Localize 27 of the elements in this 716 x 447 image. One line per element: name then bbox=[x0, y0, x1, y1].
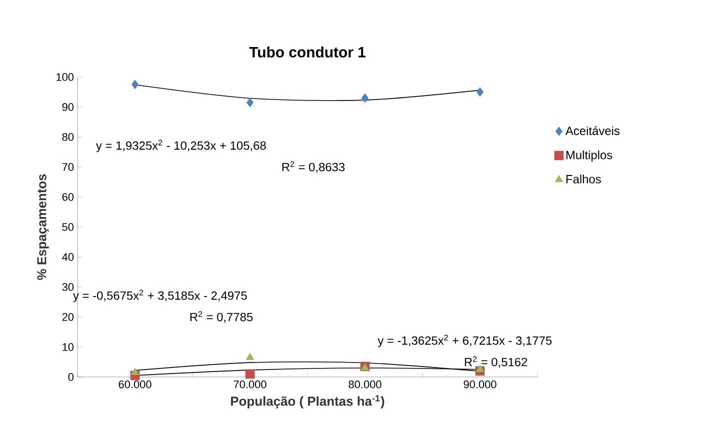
chart-title: Tubo condutor 1 bbox=[249, 46, 366, 58]
y-tick-label: 20 bbox=[62, 313, 74, 321]
annotation: R$^{2}$ = 0,5162 bbox=[464, 356, 528, 368]
y-tick-label: 60 bbox=[62, 193, 74, 201]
y-tick-label: 100 bbox=[56, 73, 74, 81]
x-axis-title: População ( Plantas ha$^{-1}$) bbox=[231, 395, 384, 408]
x-tick-label: 60.000 bbox=[118, 380, 152, 388]
annotation: y = 1,9325x$^{2}$ - 10,253x + 105,68 bbox=[96, 140, 266, 152]
annotation: R$^{2}$ = 0,7785 bbox=[190, 311, 253, 323]
y-tick-label: 10 bbox=[62, 343, 74, 351]
legend-label: Aceitáveis bbox=[565, 126, 620, 136]
legend-label: Falhos bbox=[566, 174, 601, 184]
y-axis-title: % Espaçamentos bbox=[37, 174, 49, 280]
annotation: y = -0,5675x$^{2}$ + 3,5185x - 2,4975 bbox=[72, 290, 247, 302]
annotation: y = -1,3625x$^{2}$ + 6,7215x - 3,1775 bbox=[378, 334, 552, 348]
y-tick-label: 90 bbox=[62, 103, 74, 111]
x-tick-label: 80.000 bbox=[348, 380, 382, 388]
y-tick-label: 70 bbox=[62, 163, 74, 171]
y-tick-label: 80 bbox=[62, 133, 74, 141]
y-tick-label: 0 bbox=[68, 373, 74, 381]
x-tick-label: 90.000 bbox=[464, 380, 496, 388]
y-tick-label: 50 bbox=[62, 223, 74, 231]
legend-label: Multiplos bbox=[566, 150, 612, 162]
y-tick-label: 40 bbox=[62, 253, 74, 261]
x-tick-label: 70.000 bbox=[234, 380, 266, 388]
annotation: R$^{2}$ = 0,8633 bbox=[282, 161, 345, 173]
y-tick-label: 30 bbox=[62, 283, 74, 291]
